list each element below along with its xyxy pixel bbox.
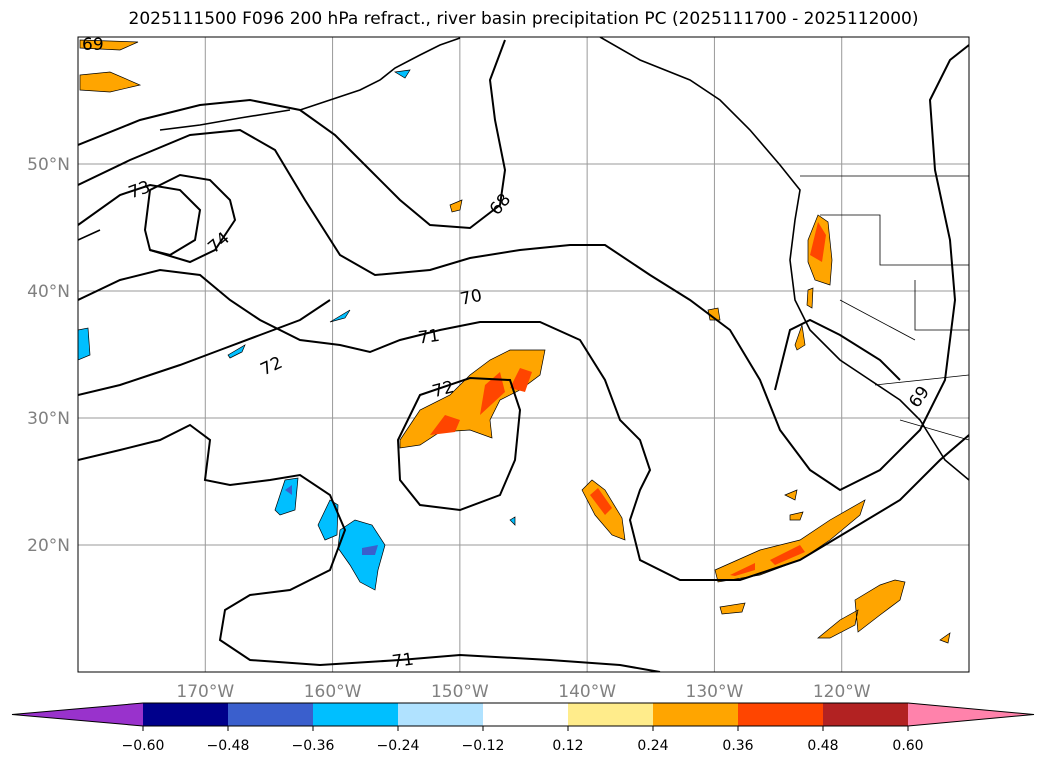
colorbar-tick-label: −0.12 [462, 738, 505, 754]
colorbar-extend-high [908, 703, 1034, 726]
svg-text:71: 71 [391, 649, 415, 672]
colorbar-segment [313, 703, 398, 726]
colorbar-tick-label: −0.24 [377, 738, 420, 754]
colorbar-segment [653, 703, 738, 726]
colorbar: −0.60 −0.48 −0.36 −0.24 −0.12 0.12 0.24 0.36 0.4… [11, 702, 1035, 754]
refractivity-contours [78, 39, 969, 672]
colorbar-tick-label: 0.36 [722, 738, 753, 754]
colorbar-extend-low [12, 703, 143, 726]
colorbar-tick-label: −0.48 [207, 738, 250, 754]
lon-label: 160°W [304, 682, 362, 702]
precip-positive [79, 39, 951, 644]
lat-label: 30°N [27, 409, 70, 429]
colorbar-segment [568, 703, 653, 726]
svg-text:69: 69 [82, 35, 104, 55]
colorbar-segment [823, 703, 908, 726]
colorbar-segment [143, 703, 228, 726]
svg-text:71: 71 [417, 326, 441, 349]
lat-label: 50°N [27, 155, 70, 175]
colorbar-segment [398, 703, 483, 726]
colorbar-tick-label: 0.12 [552, 738, 583, 754]
lat-label: 20°N [27, 536, 70, 556]
colorbar-tick-label: −0.36 [292, 738, 335, 754]
lon-label: 140°W [558, 682, 616, 702]
colorbar-tick-label: 0.24 [637, 738, 668, 754]
lat-label: 40°N [27, 282, 70, 302]
lon-label: 170°W [176, 682, 234, 702]
colorbar-segment [483, 703, 568, 726]
lon-label: 150°W [431, 682, 489, 702]
borders [800, 175, 969, 441]
svg-text:70: 70 [459, 286, 484, 310]
colorbar-tick-label: 0.48 [807, 738, 838, 754]
map-title: 2025111500 F096 200 hPa refract., river … [128, 9, 919, 29]
colorbar-tick-label: 0.60 [892, 738, 923, 754]
colorbar-tick-label: −0.60 [122, 738, 165, 754]
map-frame [77, 36, 970, 673]
precip-negative [78, 69, 516, 591]
colorbar-segment [228, 703, 313, 726]
latitude-labels: 50°N 40°N 30°N 20°N [27, 155, 70, 556]
lon-label: 130°W [686, 682, 744, 702]
map-area: 69 68 73 74 70 71 72 72 69 71 [78, 35, 969, 672]
lon-label: 120°W [813, 682, 871, 702]
coastlines [78, 37, 969, 481]
longitude-labels: 170°W 160°W 150°W 140°W 130°W 120°W [176, 682, 870, 702]
colorbar-segment [738, 703, 823, 726]
